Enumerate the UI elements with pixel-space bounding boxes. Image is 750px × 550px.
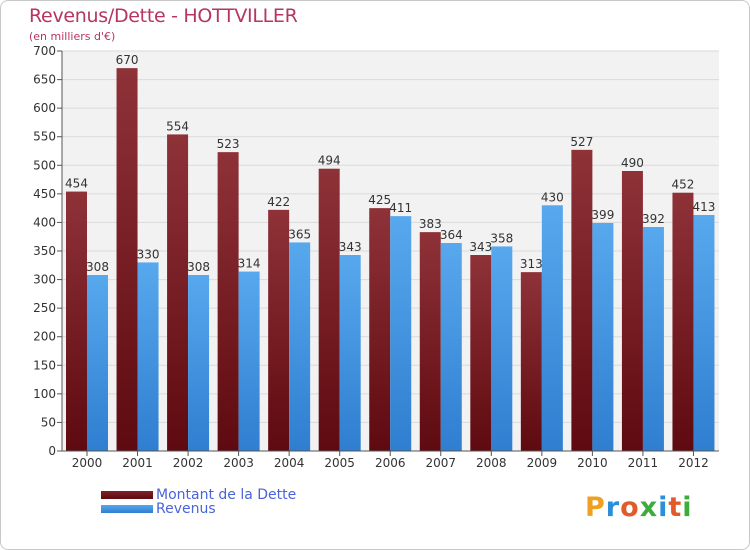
x-tick-label: 2007 (425, 456, 456, 470)
bar-dette (66, 191, 87, 452)
data-label-revenus: 411 (389, 201, 412, 215)
x-tick-label: 2009 (527, 456, 558, 470)
y-tick-label: 650 (33, 73, 56, 87)
bar-revenus (541, 205, 563, 451)
bar-revenus (238, 271, 260, 451)
bar-revenus (440, 243, 462, 451)
x-tick-label: 2010 (577, 456, 608, 470)
data-label-revenus: 343 (339, 240, 362, 254)
y-tick-label: 250 (33, 301, 56, 315)
legend-item-revenus: Revenus (101, 501, 216, 517)
data-label-dette: 454 (65, 177, 88, 191)
data-label-dette: 343 (469, 240, 492, 254)
x-tick-label: 2005 (324, 456, 355, 470)
y-tick-label: 550 (33, 130, 56, 144)
y-tick-label: 450 (33, 187, 56, 201)
x-tick-label: 2003 (223, 456, 254, 470)
data-label-revenus: 392 (642, 212, 665, 226)
x-tick-label: 2001 (122, 456, 153, 470)
legend-swatch-revenus (101, 505, 153, 513)
legend-label-dette: Montant de la Dette (156, 487, 297, 503)
data-label-dette: 422 (267, 195, 290, 209)
y-tick-label: 200 (33, 330, 56, 344)
bar-revenus (390, 216, 412, 451)
svg-text:Proxiti: Proxiti (585, 492, 693, 523)
bar-dette (369, 208, 391, 451)
data-label-dette: 425 (368, 193, 391, 207)
data-label-dette: 670 (116, 53, 139, 67)
bar-dette (268, 209, 290, 451)
x-tick-label: 2002 (173, 456, 204, 470)
data-label-dette: 527 (570, 135, 593, 149)
data-label-revenus: 364 (440, 228, 463, 242)
data-label-revenus: 308 (86, 260, 109, 274)
data-label-revenus: 413 (693, 200, 716, 214)
bar-dette (116, 68, 138, 452)
legend-item-dette: Montant de la Dette (101, 487, 296, 503)
bar-dette (520, 272, 542, 451)
y-tick-label: 500 (33, 158, 56, 172)
bar-dette (318, 168, 340, 451)
legend-swatch-dette (101, 491, 153, 499)
bar-dette (217, 152, 239, 451)
proxiti-logo: Proxiti (585, 492, 693, 523)
bar-revenus (289, 242, 311, 451)
x-tick-label: 2008 (476, 456, 507, 470)
data-label-revenus: 430 (541, 190, 564, 204)
bar-revenus (137, 262, 159, 451)
bar-dette (571, 149, 593, 451)
data-label-revenus: 365 (288, 227, 311, 241)
bar-revenus (339, 255, 361, 451)
bar-dette (419, 232, 441, 451)
bar-revenus (592, 223, 614, 451)
y-tick-label: 300 (33, 273, 56, 287)
chart-title: Revenus/Dette - HOTTVILLER (29, 5, 298, 27)
y-tick-label: 150 (33, 358, 56, 372)
y-tick-label: 50 (41, 415, 56, 429)
data-label-dette: 313 (520, 257, 543, 271)
bar-dette (470, 255, 492, 451)
data-label-dette: 523 (217, 137, 240, 151)
legend-label-revenus: Revenus (156, 501, 216, 517)
data-label-dette: 490 (621, 156, 644, 170)
y-tick-label: 400 (33, 215, 56, 229)
data-label-revenus: 358 (490, 231, 513, 245)
x-tick-label: 2000 (72, 456, 103, 470)
chart-subtitle: (en milliers d'€) (29, 30, 116, 43)
x-tick-label: 2006 (375, 456, 406, 470)
bar-revenus (693, 215, 715, 451)
data-label-dette: 494 (318, 154, 341, 168)
x-tick-label: 2012 (678, 456, 709, 470)
x-tick-label: 2004 (274, 456, 305, 470)
y-tick-label: 700 (33, 44, 56, 58)
y-tick-label: 100 (33, 387, 56, 401)
y-tick-label: 350 (33, 244, 56, 258)
x-tick-label: 2011 (628, 456, 659, 470)
data-label-dette: 554 (166, 119, 189, 133)
data-label-revenus: 308 (187, 260, 210, 274)
bar-revenus (87, 275, 108, 451)
bar-revenus (642, 227, 664, 451)
bar-revenus (491, 246, 513, 451)
bar-dette (167, 134, 189, 451)
y-tick-label: 0 (48, 444, 56, 458)
data-label-revenus: 330 (137, 247, 160, 261)
y-tick-label: 600 (33, 101, 56, 115)
bar-dette (672, 192, 694, 451)
data-label-dette: 383 (419, 217, 442, 231)
data-label-revenus: 399 (591, 208, 614, 222)
bar-revenus (188, 275, 210, 451)
bar-dette (621, 171, 643, 451)
data-label-dette: 452 (672, 178, 695, 192)
data-label-revenus: 314 (238, 257, 261, 271)
